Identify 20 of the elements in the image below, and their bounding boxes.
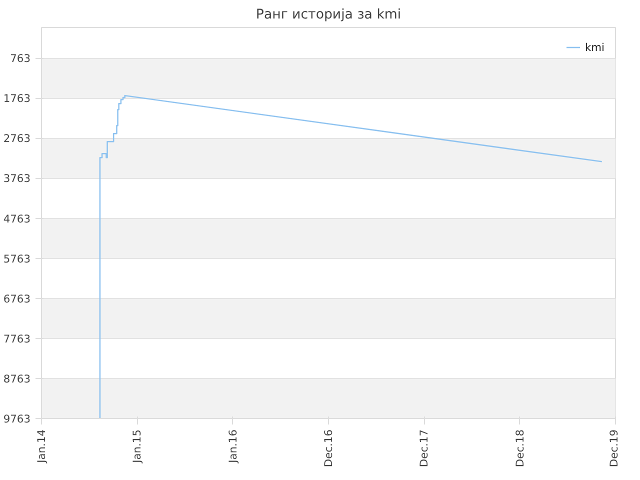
y-tick-label: 1763 <box>3 92 31 106</box>
y-tick-label: 2763 <box>3 132 31 146</box>
x-tick-label: Jan.14 <box>35 429 48 464</box>
legend-label: kmi <box>585 40 605 54</box>
y-tick-label: 4763 <box>3 212 31 226</box>
y-tick-label: 5763 <box>3 252 31 266</box>
chart-title: Ранг историја за kmi <box>256 8 402 22</box>
y-tick-label: 9763 <box>3 412 31 426</box>
x-tick-label: Jan.15 <box>130 430 144 464</box>
y-tick-label: 8763 <box>3 372 31 386</box>
y-tick-label: 7763 <box>3 332 31 346</box>
y-tick-label: 763 <box>10 52 31 66</box>
x-tick-label: Dec.18 <box>513 429 526 468</box>
y-tick-label: 6763 <box>3 292 31 306</box>
x-tick-label: Jan.16 <box>226 429 240 464</box>
x-tick-label: Dec.17 <box>418 429 431 468</box>
line-series <box>99 94 603 418</box>
x-tick-label: Dec.16 <box>322 429 335 468</box>
x-tick-label: Dec.19 <box>608 429 620 468</box>
y-tick-label: 3763 <box>3 172 31 186</box>
